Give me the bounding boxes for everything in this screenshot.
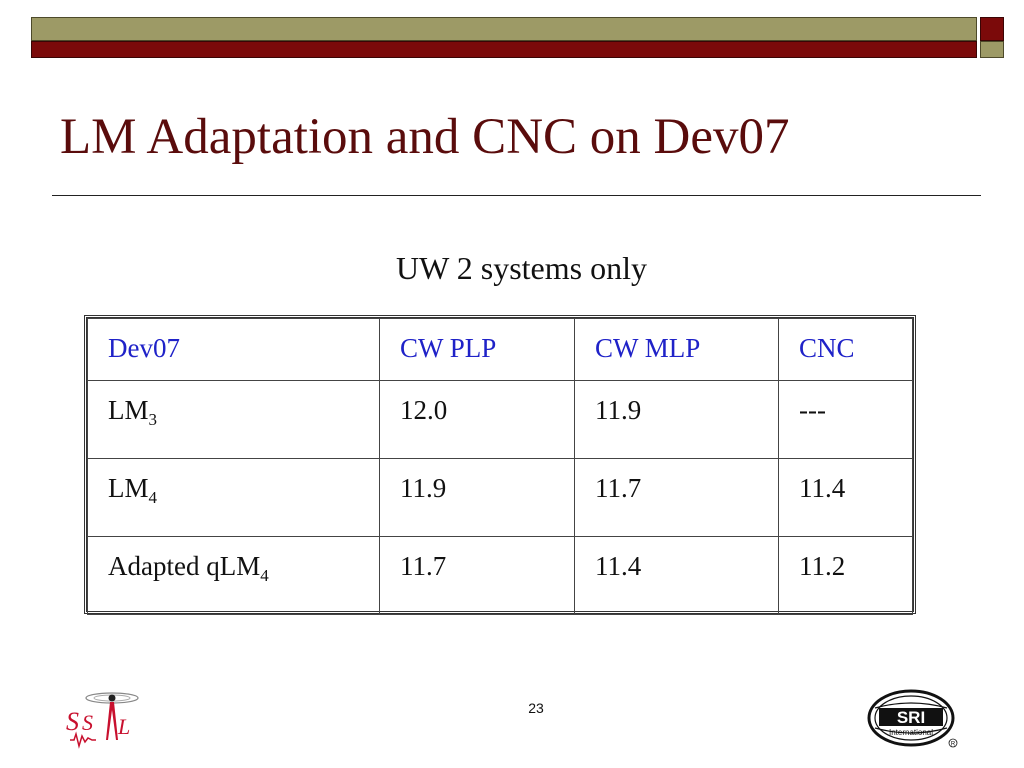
header-cell: CW MLP [574, 318, 779, 381]
header-cell: Dev07 [87, 318, 380, 381]
slide-title: LM Adaptation and CNC on Dev07 [60, 109, 790, 165]
table-cell: 11.9 [379, 458, 575, 537]
corner-square-olive [980, 41, 1004, 58]
svg-text:International: International [889, 728, 933, 737]
table-cell: 11.7 [379, 536, 575, 615]
header-cell: CW PLP [379, 318, 575, 381]
header-cell: CNC [778, 318, 913, 381]
page-number: 23 [528, 700, 544, 716]
row-label: LM [108, 395, 149, 425]
row-label-subscript: 3 [148, 410, 158, 429]
results-table: Dev07 CW PLP CW MLP CNC LM3 12.0 11.9 --… [87, 318, 913, 615]
ssli-logo: S S L [66, 692, 139, 749]
row-label: LM [108, 473, 149, 503]
table-cell: 11.2 [778, 536, 913, 615]
table-cell: 12.0 [379, 380, 575, 459]
table-cell: 11.7 [574, 458, 779, 537]
svg-text:S: S [82, 710, 93, 735]
row-label-cell: Adapted qLM4 [87, 536, 380, 615]
svg-text:SRI: SRI [897, 708, 925, 727]
row-label-subscript: 4 [148, 488, 158, 507]
table-cell: 11.4 [574, 536, 779, 615]
top-band-maroon [31, 41, 977, 58]
row-label: Adapted qLM [108, 551, 261, 581]
slide-subtitle: UW 2 systems only [396, 250, 647, 286]
table-cell: 11.9 [574, 380, 779, 459]
row-label-subscript: 4 [260, 566, 269, 585]
sri-international-logo: SRI International R [867, 689, 958, 748]
top-band-olive [31, 17, 977, 41]
table-cell: 11.4 [778, 458, 913, 537]
row-label-cell: LM4 [87, 458, 380, 537]
corner-square-maroon [980, 17, 1004, 41]
svg-text:S: S [66, 707, 79, 736]
table-row: LM3 12.0 11.9 --- [87, 380, 913, 459]
title-divider [52, 195, 981, 196]
table-header-row: Dev07 CW PLP CW MLP CNC [87, 318, 913, 381]
table-row: Adapted qLM4 11.7 11.4 11.2 [87, 536, 913, 615]
svg-text:L: L [117, 714, 130, 739]
table-row: LM4 11.9 11.7 11.4 [87, 458, 913, 537]
results-table-frame: Dev07 CW PLP CW MLP CNC LM3 12.0 11.9 --… [84, 315, 916, 615]
svg-text:R: R [951, 742, 956, 748]
row-label-cell: LM3 [87, 380, 380, 459]
table-cell: --- [778, 380, 913, 459]
